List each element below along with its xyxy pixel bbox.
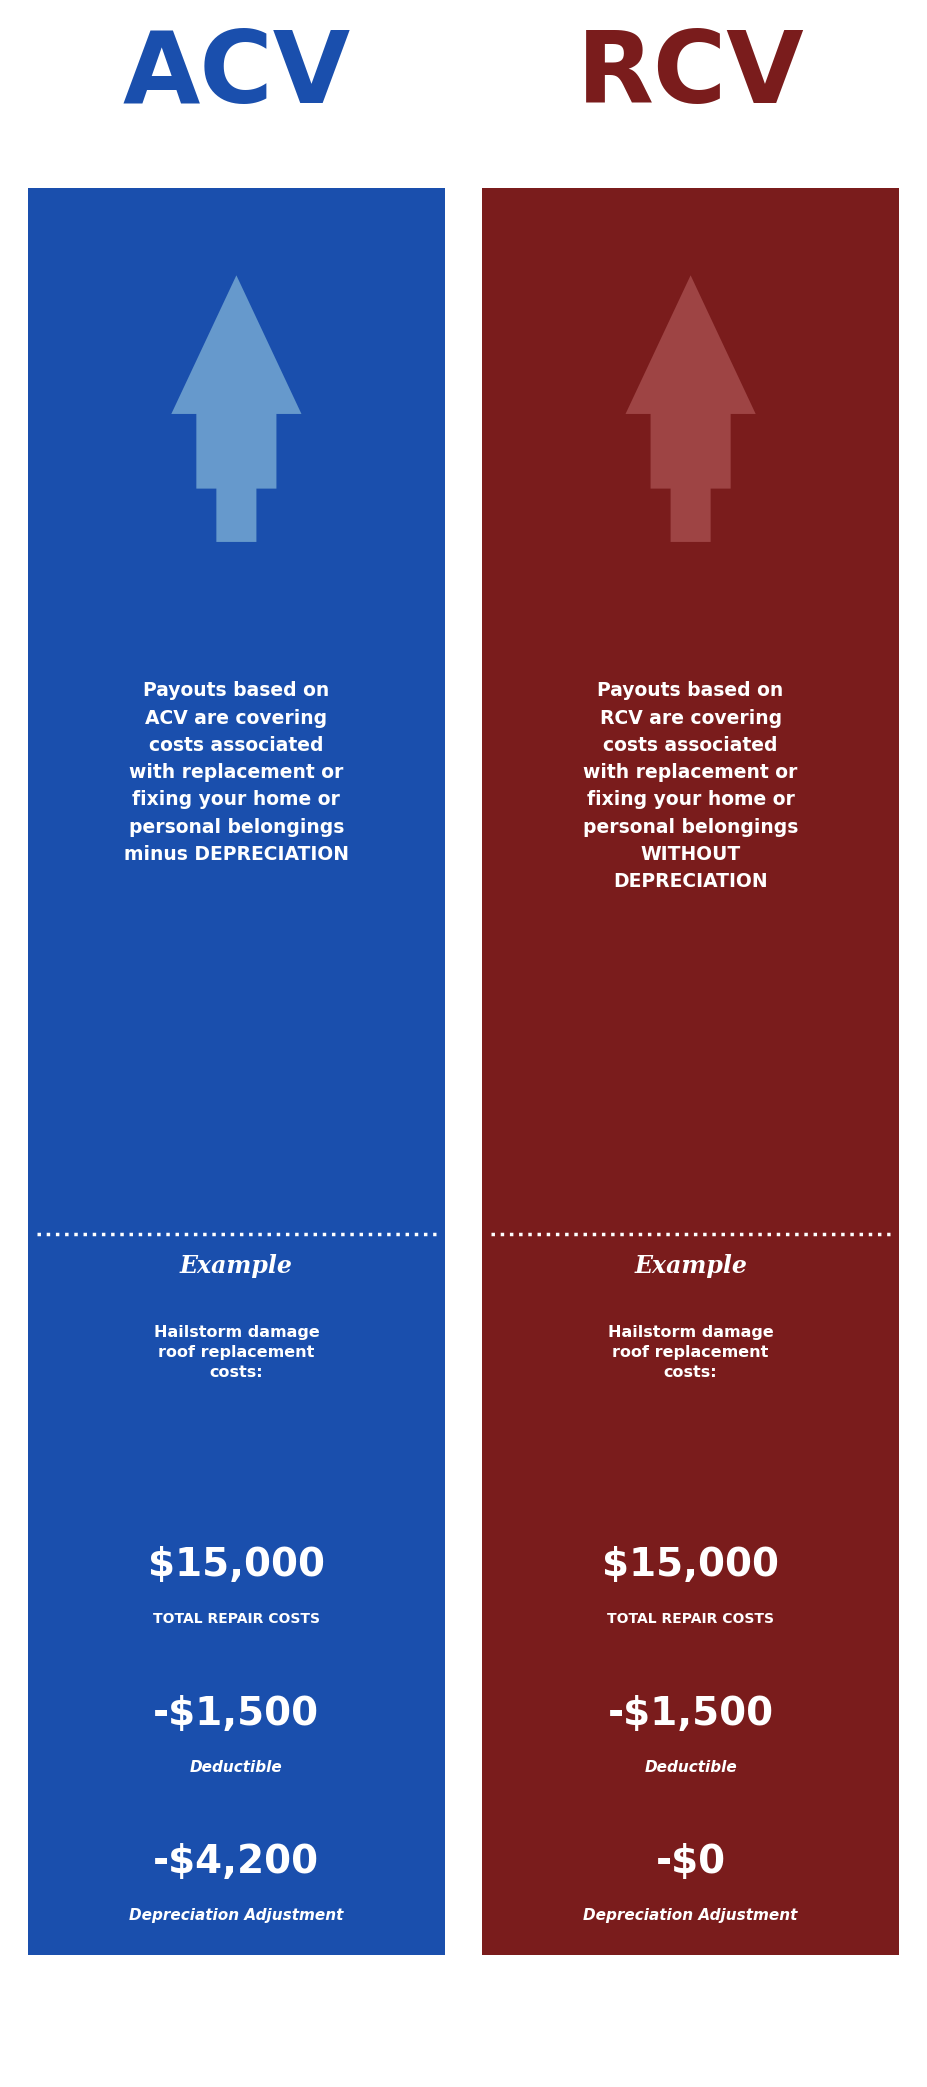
Text: Hailstorm damage
roof replacement
costs:: Hailstorm damage roof replacement costs: bbox=[154, 1325, 319, 1380]
Text: TOTAL REPAIR COSTS: TOTAL REPAIR COSTS bbox=[153, 1611, 320, 1626]
Text: Payouts based on
ACV are covering
costs associated
with replacement or
fixing yo: Payouts based on ACV are covering costs … bbox=[124, 680, 349, 864]
Text: Example: Example bbox=[180, 1254, 293, 1277]
Text: $15,000: $15,000 bbox=[148, 1546, 324, 1584]
Text: TOTAL REPAIR COSTS: TOTAL REPAIR COSTS bbox=[607, 1611, 774, 1626]
Text: Deductible: Deductible bbox=[190, 1759, 283, 1774]
Text: Example: Example bbox=[634, 1254, 747, 1277]
Text: Hailstorm damage
roof replacement
costs:: Hailstorm damage roof replacement costs: bbox=[608, 1325, 773, 1380]
Text: -$1,500: -$1,500 bbox=[607, 1695, 774, 1732]
Text: $13,500: $13,500 bbox=[590, 2010, 792, 2054]
Text: RCV: RCV bbox=[577, 27, 805, 123]
FancyBboxPatch shape bbox=[28, 188, 445, 1956]
Text: ACV: ACV bbox=[122, 27, 350, 123]
Text: Deductible: Deductible bbox=[644, 1759, 737, 1774]
Text: Depreciation Adjustment: Depreciation Adjustment bbox=[129, 1908, 344, 1922]
Text: $9,300: $9,300 bbox=[150, 2010, 323, 2054]
Text: -$0: -$0 bbox=[655, 1843, 726, 1880]
FancyBboxPatch shape bbox=[482, 188, 899, 1956]
Text: Depreciation Adjustment: Depreciation Adjustment bbox=[583, 1908, 798, 1922]
Text: Payouts based on
RCV are covering
costs associated
with replacement or
fixing yo: Payouts based on RCV are covering costs … bbox=[583, 680, 798, 891]
Text: -$4,200: -$4,200 bbox=[153, 1843, 320, 1880]
Text: -$1,500: -$1,500 bbox=[153, 1695, 320, 1732]
Polygon shape bbox=[626, 275, 756, 543]
Polygon shape bbox=[171, 275, 301, 543]
Text: $15,000: $15,000 bbox=[603, 1546, 779, 1584]
